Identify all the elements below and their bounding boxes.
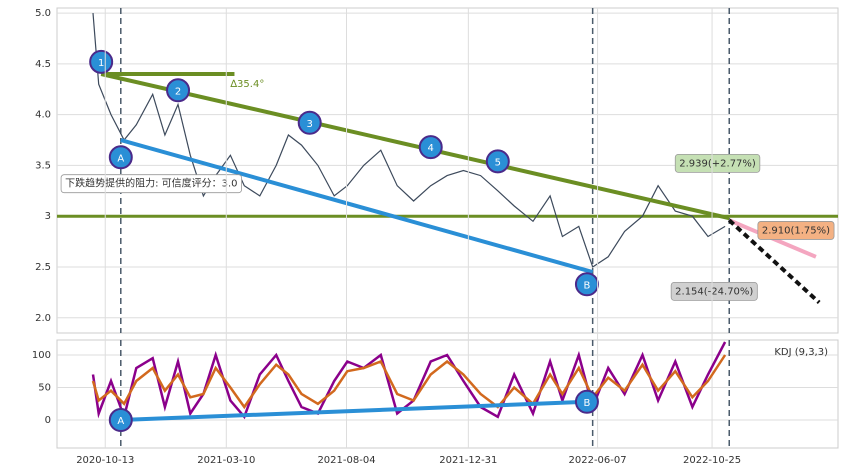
series-line [91,354,727,410]
y-tick-label: 100 [32,350,51,361]
x-tick-label: 2020-10-13 [76,455,134,466]
plot-frame [56,339,839,449]
callout: 2.939(+2.77%) [674,153,761,173]
pattern-point [89,49,114,74]
y-tick-label: 2.0 [35,313,51,324]
callout: 2.154(-24.70%) [670,281,758,301]
x-tick-label: 2021-08-04 [317,455,375,466]
angle-label: ∆35.4° [229,79,264,90]
plot-frame [56,7,839,334]
callout-text: 下跌趋势提供的阻力: 可信度评分：3.0 [65,177,237,190]
pattern-point [485,149,510,174]
pattern-point [108,408,133,433]
pattern-label: 5 [495,157,501,168]
trend-line [120,138,594,274]
pattern-label: A [117,416,124,427]
y-tick-label: 3.5 [35,160,51,171]
callout: 2.910(1.75%) [757,221,835,240]
y-tick-label: 2.5 [35,262,51,273]
callout-text: 2.910(1.75%) [762,225,830,236]
trend-line [727,218,821,305]
pattern-point [418,135,443,160]
callout-box [670,281,758,301]
callout: 下跌趋势提供的阻力: 可信度评分：3.0 [60,174,242,194]
pattern-label: 1 [98,58,104,69]
callout-text: 2.154(-24.70%) [675,286,753,297]
y-tick-label: 5.0 [35,8,51,19]
indicator-title: KDJ (9,3,3) [774,347,828,358]
pattern-label: B [583,280,590,291]
series-line [91,341,727,422]
pattern-point [108,145,133,170]
pattern-point [297,110,322,135]
callout-box [674,153,761,173]
series-line [92,13,726,268]
y-tick-label: 4.5 [35,59,51,70]
y-tick-label: 50 [38,382,51,393]
trend-line [100,72,730,221]
callout-box [60,174,242,194]
pattern-label: 4 [428,143,434,154]
x-tick-label: 2022-10-25 [683,455,741,466]
x-tick-label: 2021-12-31 [439,455,497,466]
y-tick-label: 4.0 [35,110,51,121]
callout-box [757,221,835,240]
x-tick-label: 2021-03-10 [197,455,255,466]
callout-text: 2.939(+2.77%) [679,158,756,169]
y-tick-label: 3 [45,211,51,222]
pattern-point [574,389,599,414]
pattern-label: 3 [307,119,313,130]
pattern-label: B [583,398,590,409]
y-tick-label: 0 [45,415,51,426]
pattern-point [166,78,191,103]
trend-line [120,399,588,423]
pattern-label: A [117,153,124,164]
x-tick-label: 2022-06-07 [569,455,627,466]
pattern-label: 2 [175,86,181,97]
